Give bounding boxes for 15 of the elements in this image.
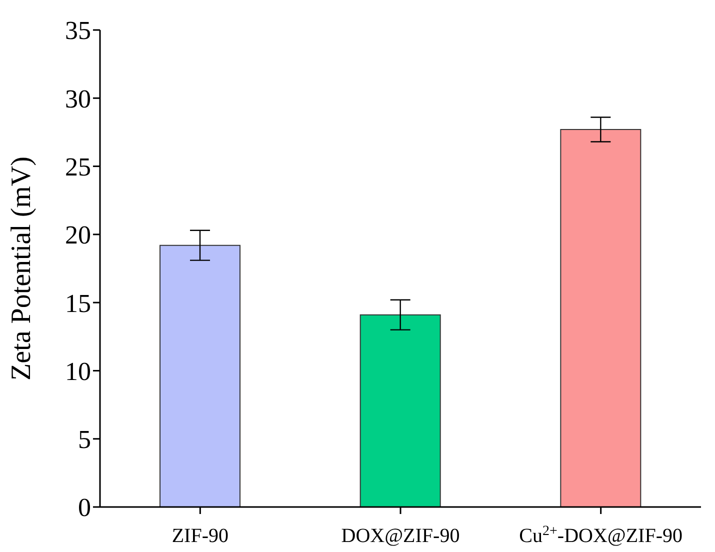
y-tick-label: 5 [78,425,91,454]
y-tick-label: 35 [65,16,91,46]
y-tick-label: 15 [65,288,91,318]
bar [560,128,642,507]
x-tick-label: DOX@ZIF-90 [341,525,460,547]
y-tick-label: 25 [65,152,91,182]
y-axis-title: Zeta Potential (mV) [6,156,37,380]
y-tick-label: 30 [65,84,91,114]
y-tick-label: 20 [65,220,91,250]
bar [160,244,240,507]
y-tick-label: 10 [65,356,91,386]
y-tick-label: 0 [78,493,91,522]
x-tick-label: ZIF-90 [172,525,229,547]
x-tick-label: Cu$^{2+}$-DOX@ZIF-90 [519,524,682,547]
bar [360,314,441,507]
